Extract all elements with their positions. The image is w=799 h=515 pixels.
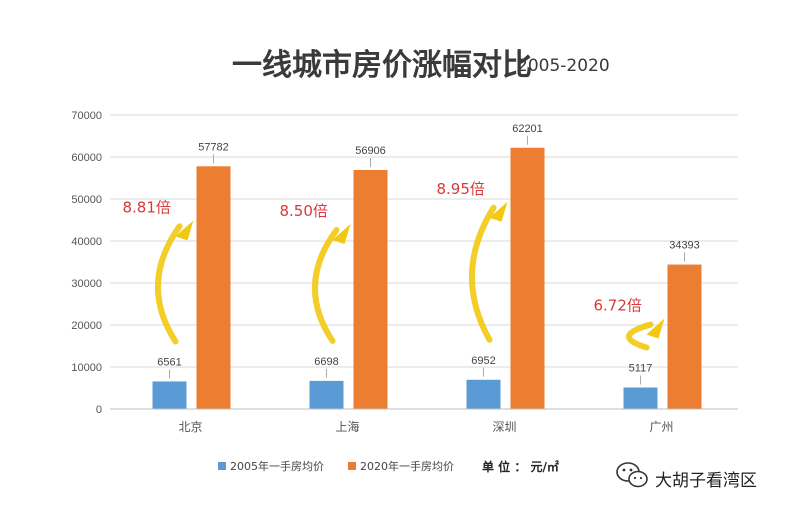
data-label: 57782 [198, 141, 229, 153]
growth-ratio-label: 8.81倍 [123, 198, 171, 216]
growth-arrow [312, 226, 340, 344]
data-label: 6698 [314, 356, 338, 368]
bar-2005-2 [466, 379, 501, 409]
growth-arrow [626, 321, 654, 351]
y-tick-label: 50000 [71, 194, 102, 206]
growth-arrow-head [332, 223, 351, 244]
unit-label: 单 位 ： 元/㎡ [482, 459, 559, 474]
y-tick-label: 0 [96, 404, 102, 416]
x-tick-label: 深圳 [492, 420, 516, 434]
growth-arrow-head [646, 318, 665, 339]
legend-swatch-2005 [218, 462, 226, 470]
data-label: 56906 [355, 145, 386, 157]
growth-ratio-label: 6.72倍 [594, 297, 642, 315]
growth-ratio-label: 8.50倍 [280, 202, 328, 220]
growth-arrow-head [489, 201, 508, 222]
bar-2005-0 [152, 381, 187, 409]
y-tick-label: 60000 [71, 152, 102, 164]
growth-arrow [468, 204, 497, 343]
bar-2020-2 [510, 147, 545, 409]
wechat-icon [616, 462, 648, 488]
bar-2005-3 [623, 387, 658, 409]
watermark-text: 大胡子看湾区 [655, 471, 757, 491]
x-tick-label: 上海 [335, 419, 359, 434]
growth-arrows [155, 201, 665, 351]
bar-2005-1 [309, 380, 344, 409]
bars [152, 147, 702, 409]
data-label: 62201 [512, 123, 543, 135]
growth-arrow [155, 223, 183, 345]
legend-swatch-2020 [348, 462, 356, 470]
x-tick-label: 北京 [178, 420, 202, 434]
growth-arrow-head [175, 220, 194, 241]
bar-2020-1 [353, 169, 388, 409]
chart-subtitle: 2005-2020 [517, 56, 610, 76]
legend: 2005年一手房均价 2020年一手房均价 单 位 ： 元/㎡ [218, 459, 559, 474]
data-label: 6952 [471, 355, 495, 367]
y-tick-label: 40000 [71, 236, 102, 248]
y-tick-label: 10000 [71, 362, 102, 374]
legend-label-2005: 2005年一手房均价 [230, 459, 324, 473]
data-label: 5117 [629, 363, 653, 375]
legend-label-2020: 2020年一手房均价 [360, 459, 454, 473]
data-labels: 6561 57782 8.81倍 6698 56906 8.50倍 6952 62201 8.9… [123, 123, 700, 385]
x-tick-label: 广州 [649, 420, 673, 434]
data-label: 34393 [669, 240, 700, 252]
watermark: 大胡子看湾区 [616, 462, 757, 491]
growth-ratio-label: 8.95倍 [437, 180, 485, 198]
y-axis: 0 10000 20000 30000 40000 50000 60000 70000 [71, 110, 102, 416]
y-tick-label: 20000 [71, 320, 102, 332]
bar-2020-0 [196, 166, 231, 409]
x-axis: 北京 上海 深圳 广州 [110, 408, 738, 434]
chart-title: 一线城市房价涨幅对比 [232, 48, 532, 83]
data-label: 6561 [157, 356, 181, 368]
bar-2020-3 [667, 264, 702, 409]
y-tick-label: 70000 [71, 110, 102, 122]
y-tick-label: 30000 [71, 278, 102, 290]
